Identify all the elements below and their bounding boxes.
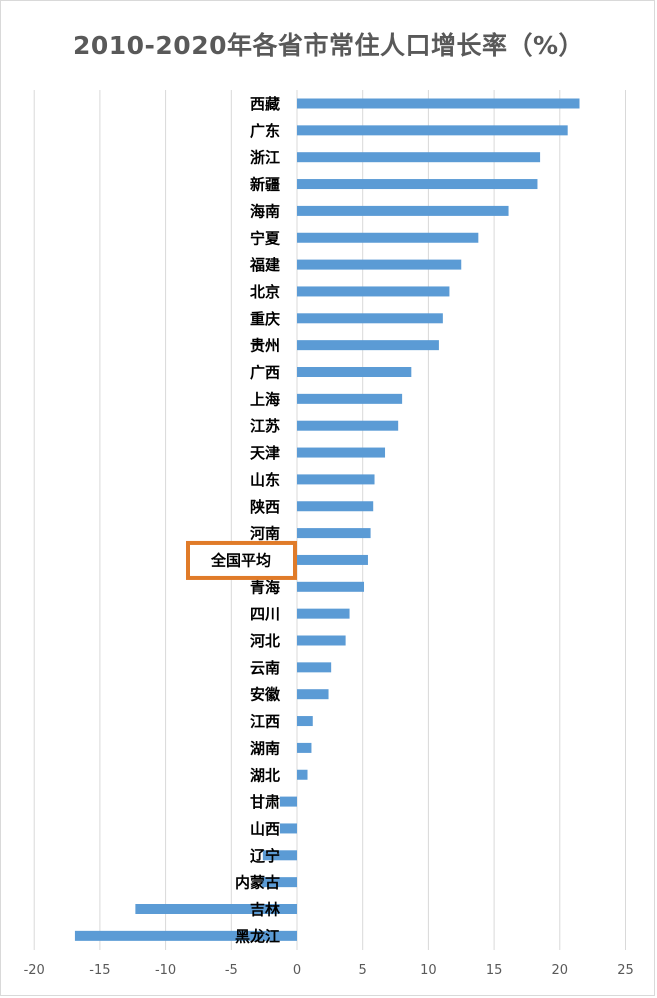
x-tick-label: -5: [225, 963, 238, 978]
category-label: 山东: [250, 471, 280, 489]
category-label: 海南: [250, 202, 280, 220]
highlight-box-group: 全国平均: [186, 540, 297, 580]
bar: [297, 125, 568, 136]
gridlines: [33, 90, 626, 950]
x-tick-label: 10: [420, 963, 437, 978]
category-label: 上海: [250, 390, 280, 408]
category-label: 四川: [250, 605, 280, 623]
category-label: 内蒙古: [235, 874, 280, 892]
bar: [297, 769, 308, 780]
x-tick-label: -20: [24, 963, 45, 978]
category-label: 湖南: [250, 739, 280, 757]
category-label: 新疆: [250, 176, 280, 194]
category-labels: 西藏广东浙江新疆海南宁夏福建北京重庆贵州广西上海江苏天津山东陕西河南全国平均青海…: [235, 95, 281, 945]
category-label: 福建: [249, 256, 281, 274]
x-tick-label: -10: [155, 963, 176, 978]
bar: [261, 877, 297, 888]
bar: [297, 393, 403, 404]
bar: [297, 259, 462, 270]
category-label: 江西: [250, 713, 280, 731]
bars: [74, 98, 580, 941]
category-label: 甘肃: [250, 793, 280, 811]
highlight-label: 全国平均: [210, 551, 271, 569]
bar: [297, 742, 312, 753]
category-label: 广东: [250, 122, 280, 140]
bar: [297, 313, 443, 324]
bar: [297, 340, 439, 351]
bar: [297, 205, 509, 216]
bar: [297, 689, 329, 700]
category-label: 贵州: [250, 337, 280, 355]
bar: [74, 930, 298, 941]
category-label: 湖北: [250, 766, 280, 784]
x-tick-label: 15: [486, 963, 503, 978]
category-label: 青海: [250, 578, 280, 596]
bar: [297, 98, 580, 109]
category-label: 黑龙江: [235, 927, 280, 945]
category-label: 江苏: [250, 417, 280, 435]
category-label: 陕西: [250, 498, 280, 516]
category-label: 天津: [250, 444, 280, 462]
category-label: 辽宁: [250, 847, 280, 865]
bar: [297, 179, 538, 190]
bar: [262, 850, 297, 861]
category-label: 宁夏: [250, 229, 281, 247]
x-tick-label: 25: [617, 963, 634, 978]
bar: [297, 662, 332, 673]
highlight-box: [186, 540, 297, 580]
x-tick-label: 20: [552, 963, 569, 978]
bar: [297, 447, 386, 458]
bar: [135, 904, 297, 914]
category-label: 河南: [250, 525, 280, 543]
bar: [297, 474, 375, 485]
bar: [297, 608, 350, 619]
bar: [297, 635, 346, 646]
category-label: 安徽: [250, 686, 281, 704]
bar: [297, 152, 541, 163]
x-axis-tick-labels: -20 -15 -10 -5 0 5 10 15 20 25: [24, 963, 634, 978]
category-label: 浙江: [250, 149, 280, 167]
bar: [297, 528, 371, 539]
category-label: 重庆: [250, 310, 280, 328]
bar: [297, 420, 399, 431]
category-label: 河北: [250, 632, 280, 650]
x-tick-label: 0: [293, 963, 301, 978]
bar: [297, 581, 365, 592]
category-label: 山西: [250, 820, 280, 838]
category-label: 云南: [250, 659, 280, 677]
bar: [297, 232, 479, 243]
category-label: 北京: [250, 283, 280, 301]
x-tick-label: 5: [359, 963, 367, 978]
category-label: 西藏: [250, 95, 280, 113]
bar: [297, 501, 374, 512]
category-label: 吉林: [250, 901, 281, 919]
category-label: 广西: [250, 364, 280, 382]
chart-title: 2010-2020年各省市常住人口增长率（%）: [72, 31, 585, 60]
bar: [297, 554, 368, 565]
bar: [297, 716, 313, 727]
bar: [279, 796, 297, 807]
bar: [279, 823, 297, 834]
bar: [297, 367, 412, 377]
x-tick-label: -15: [89, 963, 110, 978]
bar: [297, 286, 450, 297]
